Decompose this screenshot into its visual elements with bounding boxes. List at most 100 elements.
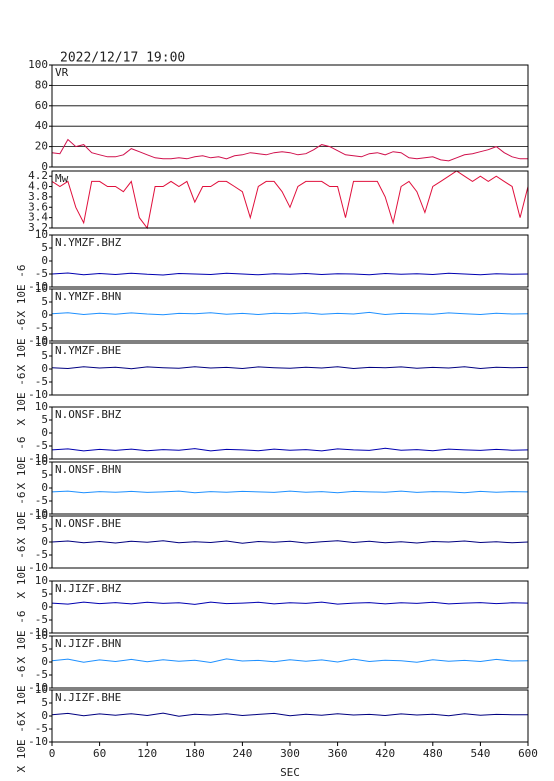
trace — [51, 170, 529, 230]
y-tick-label: 10 — [35, 336, 48, 349]
y-axis-label: X 10E -6 — [15, 492, 28, 545]
panel-title: N.JIZF.BHN — [55, 637, 121, 650]
y-tick-label: 5 — [41, 241, 48, 254]
y-tick-label: -5 — [35, 321, 48, 334]
panel-title: N.JIZF.BHE — [55, 691, 121, 704]
panel-frame — [51, 170, 529, 229]
y-axis-label: X 10E -6 — [15, 265, 28, 318]
y-tick-label: 10 — [35, 228, 48, 241]
panel-title: N.ONSF.BHZ — [55, 408, 122, 421]
x-tick-label: 540 — [470, 747, 490, 760]
y-tick-label: 5 — [41, 295, 48, 308]
y-tick-label: 5 — [41, 642, 48, 655]
y-tick-label: -5 — [35, 375, 48, 388]
x-tick-label: 360 — [328, 747, 348, 760]
y-tick-label: 0 — [41, 600, 48, 613]
y-tick-label: 0 — [41, 426, 48, 439]
panel-frame — [51, 64, 529, 168]
y-tick-label: -5 — [35, 267, 48, 280]
y-tick-label: 40 — [35, 119, 48, 132]
x-tick-label: 60 — [93, 747, 106, 760]
panel-frame — [51, 515, 529, 569]
panel-title: N.YMZF.BHN — [55, 290, 121, 303]
panel-title: N.YMZF.BHE — [55, 344, 121, 357]
x-tick-label: 480 — [423, 747, 443, 760]
x-tick-label: 0 — [49, 747, 56, 760]
y-axis-label: X 10E -6 — [15, 720, 28, 773]
y-tick-label: 0 — [41, 535, 48, 548]
y-tick-label: 0 — [41, 481, 48, 494]
panel-title: N.JIZF.BHZ — [55, 582, 122, 595]
y-tick-label: 5 — [41, 587, 48, 600]
y-tick-label: 10 — [35, 282, 48, 295]
y-tick-label: 20 — [35, 140, 48, 153]
panel-frame — [51, 580, 529, 634]
y-axis-label: X 10E -6 — [15, 611, 28, 664]
trace — [51, 366, 529, 370]
y-tick-label: -5 — [35, 613, 48, 626]
x-tick-label: 240 — [232, 747, 252, 760]
panel-title: N.ONSF.BHE — [55, 517, 121, 530]
x-tick-label: 600 — [518, 747, 538, 760]
panel-title: Mw — [55, 172, 69, 185]
y-tick-label: -10 — [28, 388, 48, 401]
y-tick-label: 0 — [41, 709, 48, 722]
y-tick-label: -5 — [35, 439, 48, 452]
trace — [51, 138, 528, 162]
y-tick-label: 10 — [35, 574, 48, 587]
y-axis-label: X 10E -6 — [15, 373, 28, 426]
y-tick-label: 10 — [35, 509, 48, 522]
panel-title: N.ONSF.BHN — [55, 463, 121, 476]
panel-frame — [51, 288, 529, 342]
chart-title: 2022/12/17 19:00 — [60, 51, 185, 66]
trace — [51, 712, 528, 717]
x-tick-label: 120 — [137, 747, 157, 760]
panel-frame — [51, 635, 529, 689]
y-tick-label: -10 — [28, 507, 48, 520]
trace — [51, 311, 529, 316]
y-tick-label: 3.2 — [28, 221, 48, 234]
trace — [51, 490, 529, 494]
y-tick-label: 5 — [41, 349, 48, 362]
y-tick-label: 5 — [41, 522, 48, 535]
y-tick-label: -10 — [28, 334, 48, 347]
panel-title: VR — [55, 66, 69, 79]
trace — [51, 540, 529, 544]
y-tick-label: 5 — [41, 413, 48, 426]
y-tick-label: 10 — [35, 629, 48, 642]
panel-frame — [51, 234, 529, 288]
y-tick-label: 60 — [35, 99, 48, 112]
y-tick-label: 4.2 — [28, 169, 48, 182]
y-tick-label: 10 — [35, 683, 48, 696]
y-tick-label: 10 — [35, 455, 48, 468]
y-tick-label: -10 — [28, 735, 48, 748]
x-tick-label: 300 — [280, 747, 300, 760]
trace — [51, 272, 529, 276]
y-tick-label: 0 — [41, 308, 48, 321]
x-tick-label: 180 — [185, 747, 205, 760]
panel-frame — [51, 342, 529, 396]
panel-frame — [51, 406, 529, 460]
x-axis-label: SEC — [280, 766, 300, 779]
y-tick-label: 3.6 — [28, 200, 48, 213]
y-tick-label: 0 — [41, 254, 48, 267]
y-tick-label: -10 — [28, 626, 48, 639]
y-tick-label: 3.8 — [28, 190, 48, 203]
y-axis-label: X 10E -6 — [15, 319, 28, 372]
trace — [51, 447, 529, 452]
y-tick-label: 5 — [41, 468, 48, 481]
y-tick-label: -10 — [28, 681, 48, 694]
y-tick-label: -10 — [28, 452, 48, 465]
y-tick-label: 3.4 — [28, 211, 48, 224]
y-axis-label: X 10E -6 — [15, 546, 28, 599]
panel-title: N.YMZF.BHZ — [55, 236, 122, 249]
y-tick-label: 4.0 — [28, 180, 48, 193]
y-tick-label: 0 — [41, 160, 48, 173]
y-tick-label: 0 — [41, 362, 48, 375]
trace — [51, 658, 529, 664]
y-axis-label: X 10E -6 — [15, 666, 28, 719]
y-tick-label: -5 — [35, 494, 48, 507]
y-tick-label: -10 — [28, 561, 48, 574]
y-tick-label: 10 — [35, 400, 48, 413]
